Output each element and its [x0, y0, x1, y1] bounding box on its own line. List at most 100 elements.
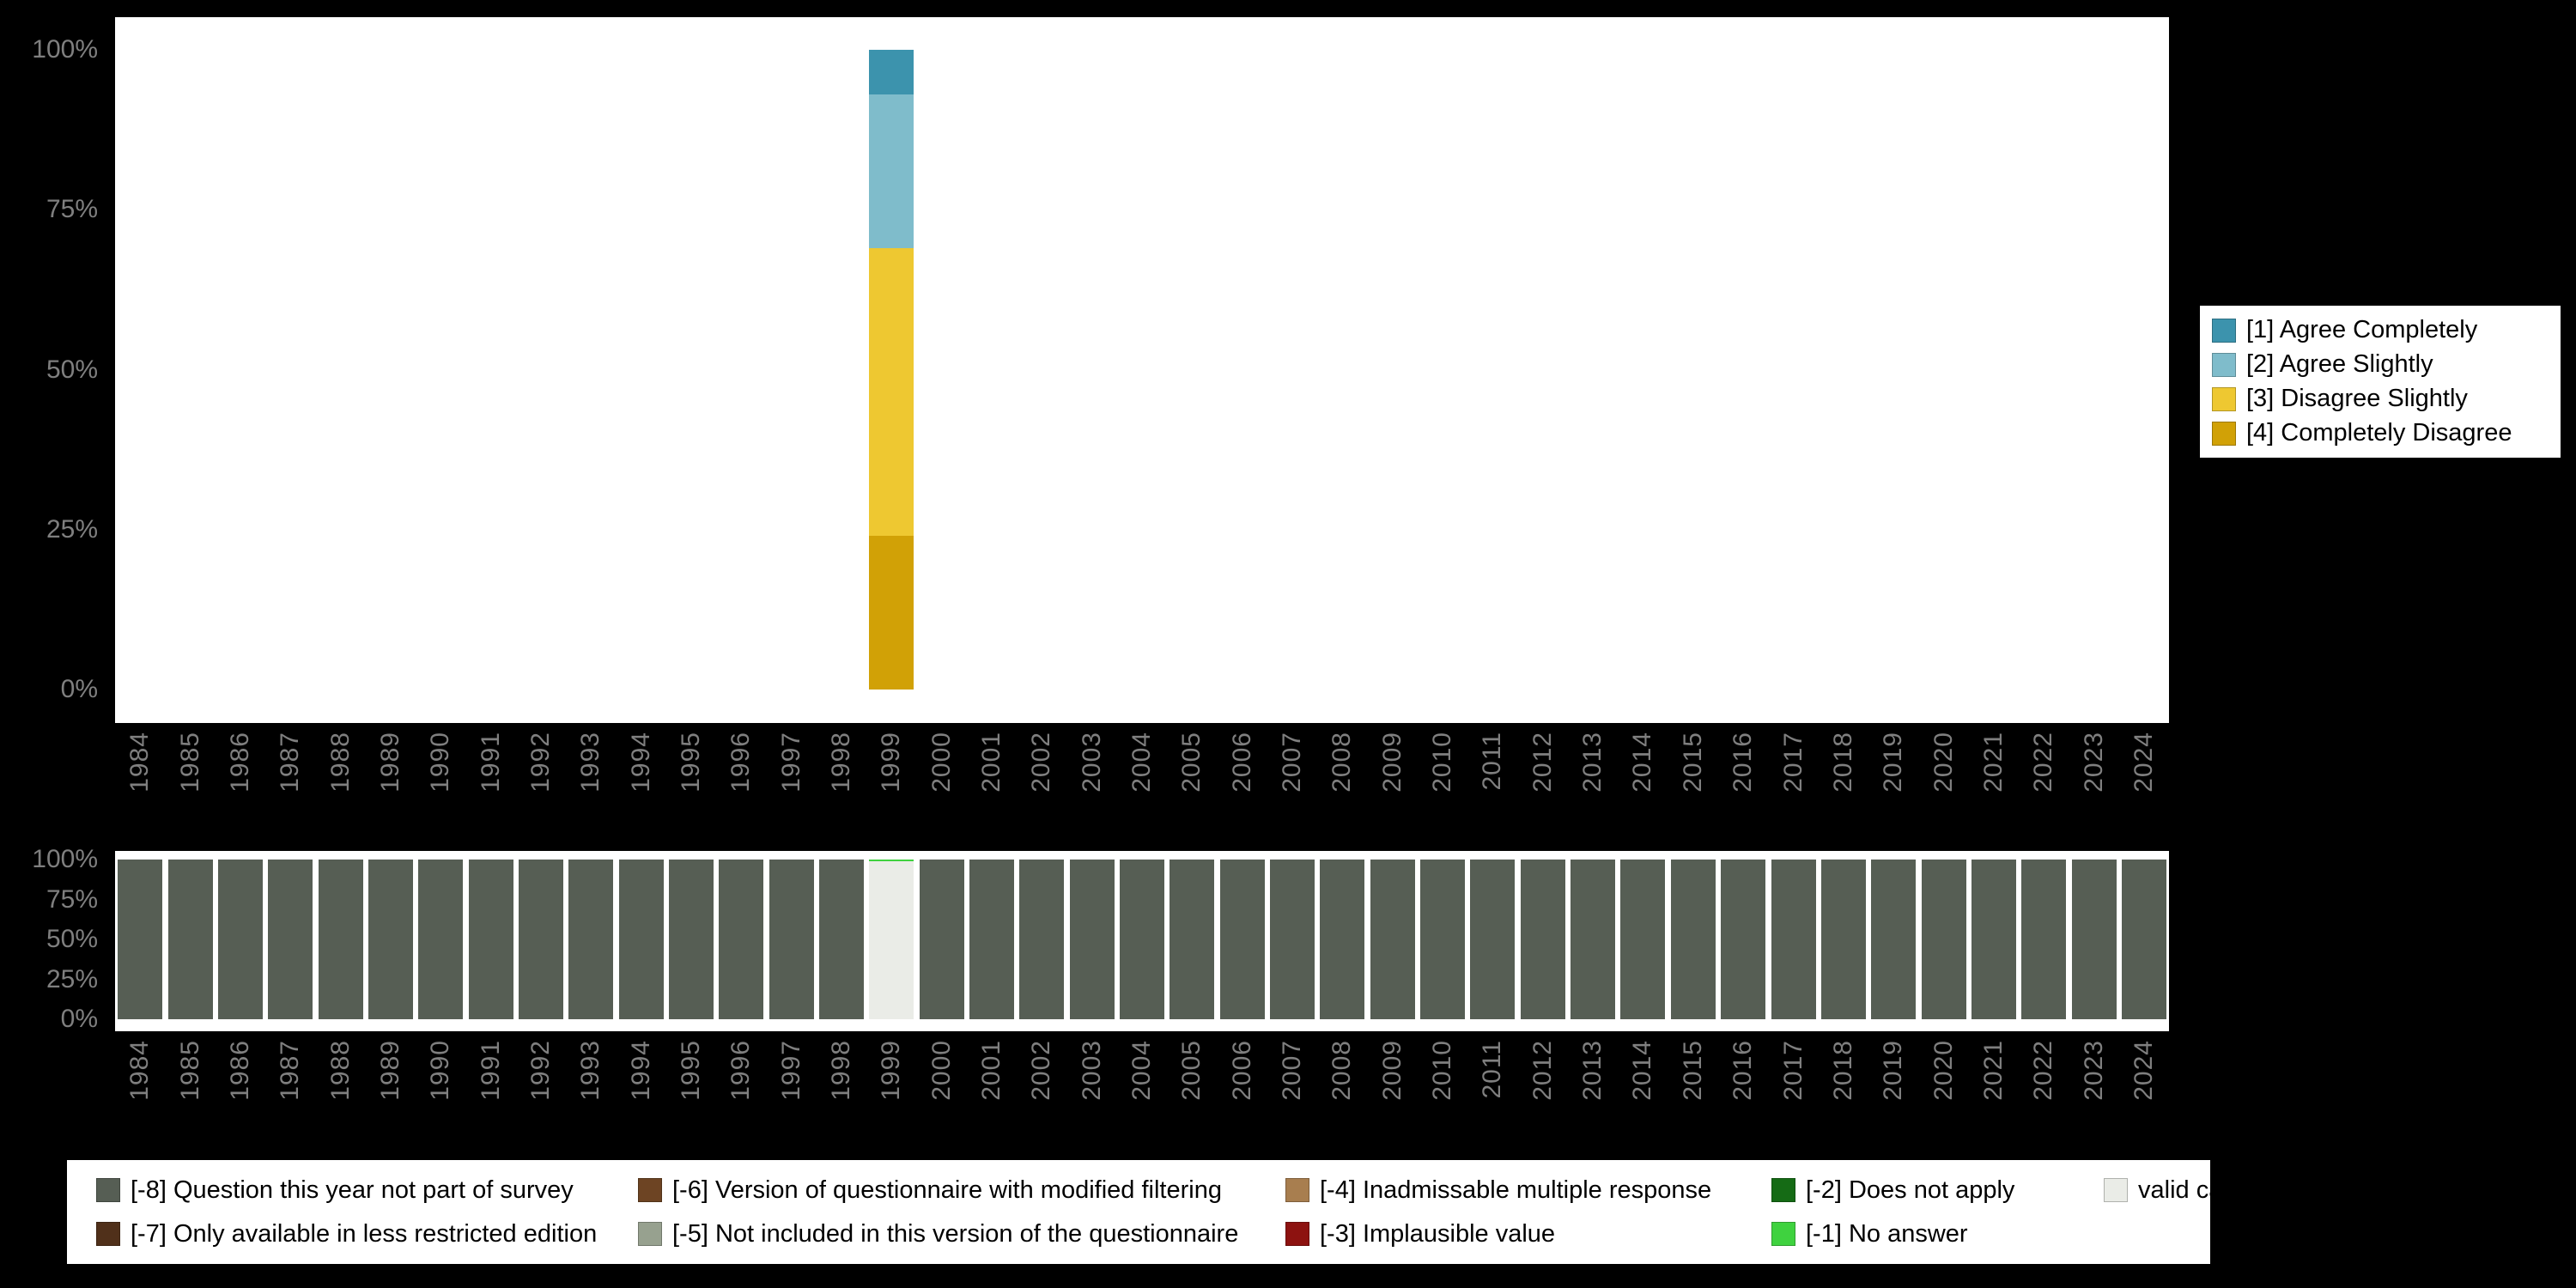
- x-tick-label: 1994: [626, 732, 655, 793]
- bar-2017: [1768, 50, 1818, 690]
- bar-segment: [1620, 860, 1666, 1019]
- x-tick-label: 1997: [776, 1040, 805, 1101]
- legend-swatch-icon: [96, 1178, 120, 1202]
- x-tick-label: 2019: [1879, 1040, 1908, 1101]
- x-tick-label: 1989: [375, 732, 404, 793]
- bar-2002: [1017, 860, 1066, 1019]
- legend-swatch-icon: [638, 1178, 662, 1202]
- x-tick: 2021: [1969, 1040, 2019, 1143]
- x-tick: 2015: [1668, 732, 1718, 835]
- bar-2024: [2119, 860, 2169, 1019]
- bar-1984: [115, 50, 165, 690]
- legend-label: [-5] Not included in this version of the…: [672, 1219, 1239, 1248]
- x-tick: 2006: [1218, 732, 1267, 835]
- bar-segment: [869, 536, 914, 690]
- bar-2022: [2019, 50, 2069, 690]
- bar-segment: [769, 860, 814, 1019]
- x-tick: 1985: [165, 1040, 215, 1143]
- legend-item: [-2] Does not apply: [1771, 1172, 2104, 1208]
- x-tick: 1997: [766, 732, 816, 835]
- x-tick-label: 1985: [175, 732, 204, 793]
- bar-segment: [468, 860, 513, 1019]
- legend-label: [-2] Does not apply: [1806, 1176, 2015, 1204]
- x-tick-label: 1993: [576, 1040, 605, 1101]
- x-tick-label: 1997: [776, 732, 805, 793]
- legend-swatch-icon: [2212, 318, 2236, 343]
- top-chart-bars: [115, 50, 2169, 690]
- bar-segment: [1571, 860, 1616, 1019]
- x-tick: 1994: [616, 732, 665, 835]
- bar-2005: [1167, 50, 1217, 690]
- x-tick-label: 1991: [476, 732, 505, 793]
- legend-swatch-icon: [1285, 1178, 1309, 1202]
- bar-segment: [1921, 860, 1966, 1019]
- bar-2023: [2069, 860, 2118, 1019]
- legend-label: [-3] Implausible value: [1320, 1219, 1556, 1248]
- x-tick: 1997: [766, 1040, 816, 1143]
- x-tick: 2011: [1467, 732, 1517, 835]
- bar-segment: [1270, 860, 1315, 1019]
- x-tick-label: 2011: [1478, 1040, 1507, 1099]
- bar-segment: [1120, 860, 1165, 1019]
- bottom-chart-y-axis: 0% 25% 50% 75% 100%: [0, 845, 108, 1033]
- response-legend: [1] Agree Completely [2] Agree Slightly [3…: [2198, 304, 2562, 459]
- bar-1994: [616, 50, 665, 690]
- bar-segment: [1069, 860, 1115, 1019]
- x-tick-label: 2008: [1327, 1040, 1357, 1101]
- legend-swatch-icon: [1771, 1178, 1795, 1202]
- x-tick-label: 2024: [2129, 732, 2158, 793]
- x-tick-label: 2022: [2029, 732, 2058, 793]
- bar-1998: [817, 50, 866, 690]
- bar-2012: [1518, 50, 1568, 690]
- x-tick: 2013: [1568, 1040, 1618, 1143]
- legend-item: [-1] No answer: [1771, 1216, 2104, 1252]
- x-tick: 2010: [1418, 732, 1467, 835]
- bar-segment: [368, 860, 413, 1019]
- x-tick-label: 2014: [1628, 1040, 1657, 1101]
- legend-swatch-icon: [96, 1222, 120, 1246]
- bar-segment: [969, 860, 1015, 1019]
- x-tick-label: 2021: [1978, 732, 2008, 793]
- bar-segment: [518, 860, 563, 1019]
- x-tick-label: 2010: [1428, 1040, 1457, 1101]
- bar-1995: [666, 50, 716, 690]
- bar-2018: [1819, 860, 1868, 1019]
- x-tick: 2023: [2069, 732, 2118, 835]
- bar-segment: [1721, 860, 1766, 1019]
- bar-2006: [1218, 50, 1267, 690]
- bar-1987: [265, 50, 315, 690]
- x-tick: 2008: [1317, 1040, 1367, 1143]
- bar-segment: [1470, 860, 1516, 1019]
- legend-column: valid cases: [2104, 1172, 2261, 1252]
- x-tick-label: 2022: [2029, 1040, 2058, 1101]
- x-tick-label: 2002: [1027, 1040, 1056, 1101]
- x-tick: 2024: [2119, 1040, 2169, 1143]
- x-tick: 1986: [216, 732, 265, 835]
- x-tick-label: 1990: [426, 1040, 455, 1101]
- bar-1994: [616, 860, 665, 1019]
- x-tick: 1992: [516, 1040, 566, 1143]
- y-tick-label: 75%: [46, 884, 98, 914]
- x-tick-label: 1991: [476, 1040, 505, 1101]
- x-tick-label: 1984: [125, 732, 155, 793]
- x-tick: 2004: [1117, 1040, 1167, 1143]
- bar-2011: [1467, 50, 1517, 690]
- x-tick: 1999: [866, 1040, 916, 1143]
- y-tick-label: 25%: [46, 964, 98, 993]
- legend-label: valid cases: [2138, 1176, 2262, 1204]
- bar-2003: [1067, 50, 1117, 690]
- bar-2005: [1167, 860, 1217, 1019]
- x-tick: 1996: [716, 1040, 766, 1143]
- x-tick: 2002: [1017, 1040, 1066, 1143]
- x-tick-label: 1998: [826, 1040, 855, 1101]
- x-tick: 2019: [1868, 1040, 1918, 1143]
- x-tick: 1990: [416, 1040, 465, 1143]
- x-tick-label: 2003: [1077, 1040, 1106, 1101]
- x-tick: 1998: [817, 732, 866, 835]
- legend-label: [-1] No answer: [1806, 1219, 1968, 1248]
- bar-2024: [2119, 50, 2169, 690]
- x-tick: 2000: [917, 1040, 967, 1143]
- bar-1991: [465, 860, 515, 1019]
- bar-2008: [1317, 50, 1367, 690]
- bar-1991: [465, 50, 515, 690]
